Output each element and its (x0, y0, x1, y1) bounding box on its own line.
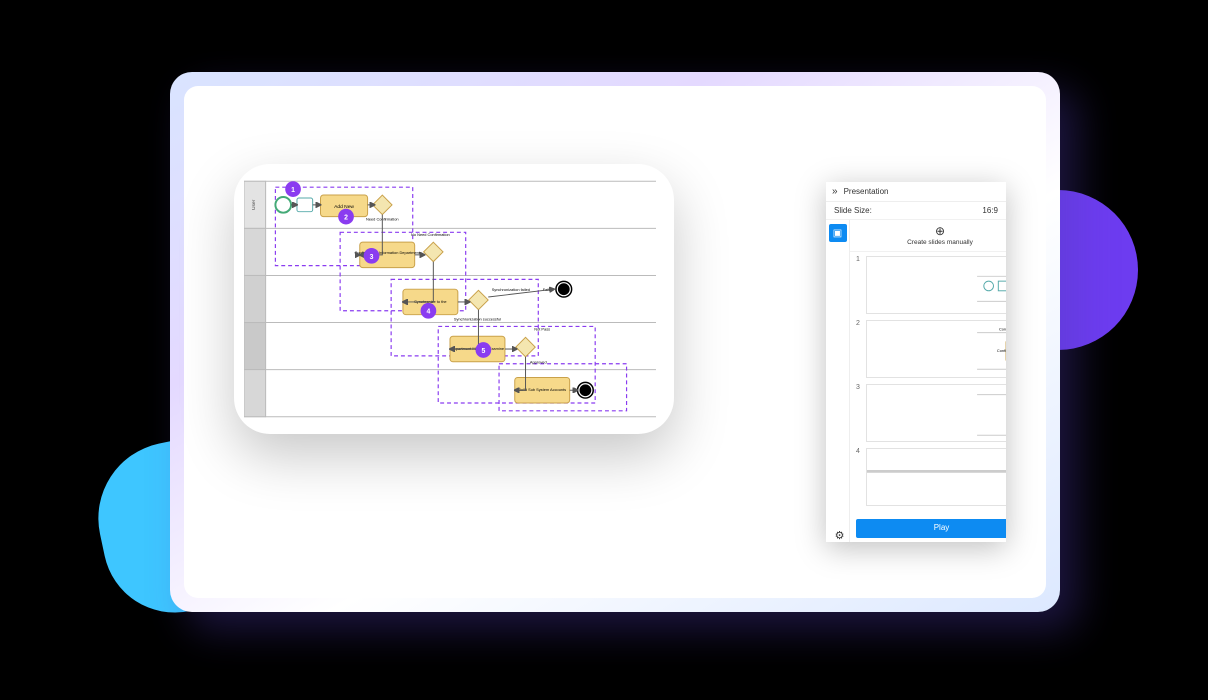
svg-text:1: 1 (291, 187, 295, 194)
svg-text:Synchronization failed: Synchronization failed (492, 287, 530, 292)
app-frame: User (170, 72, 1060, 612)
presentation-mode-icon[interactable]: ▣ (829, 224, 847, 242)
svg-text:Confirmation: Confirmation (999, 328, 1006, 332)
gear-icon[interactable]: ⚙ (835, 529, 845, 542)
slide-size-value[interactable]: 16:9 (982, 206, 998, 215)
plus-circle-icon: ⊕ (850, 224, 1006, 238)
svg-text:2: 2 (344, 215, 348, 222)
panel-header: » Presentation (826, 182, 1006, 202)
svg-text:Confirmed by Information Depar: Confirmed by Information Department (997, 349, 1006, 353)
bpmn-diagram: User (244, 178, 656, 420)
slide-thumbs: 1 Add New Data Need Confirmation (850, 252, 1006, 515)
panel-title: Presentation (844, 187, 889, 196)
diagram-card[interactable]: User (234, 164, 674, 434)
app-canvas: User (184, 86, 1046, 598)
collapse-icon[interactable]: » (832, 186, 838, 197)
svg-text:User: User (251, 199, 257, 210)
slide-size-label: Slide Size: (834, 206, 872, 215)
slide-thumb[interactable]: 2 Confirmation Confirmed by Information … (856, 320, 1006, 378)
slide-size-row: Slide Size: 16:9 (826, 202, 1006, 220)
svg-text:Add New: Add New (334, 204, 354, 210)
svg-text:No Need Confirmation: No Need Confirmation (411, 232, 450, 237)
svg-text:5: 5 (481, 348, 485, 355)
svg-text:Approved: Approved (530, 360, 547, 365)
play-button[interactable]: Play (856, 519, 1006, 538)
slide-thumb[interactable]: 4 (856, 448, 1006, 506)
presentation-panel: » Presentation Slide Size: 16:9 ▣ ⚙ ⊕ (826, 182, 1006, 542)
svg-text:Not Pass: Not Pass (534, 326, 550, 331)
slide-thumb[interactable]: 1 Add New Data Need Confirmation (856, 256, 1006, 314)
slide-thumb[interactable]: 3 Synchronize to the Directory (856, 384, 1006, 442)
svg-text:3: 3 (370, 254, 374, 261)
svg-text:4: 4 (427, 309, 431, 316)
create-manual-button[interactable]: ⊕ Create slides manually (850, 224, 1006, 247)
svg-text:Synchronization successful: Synchronization successful (454, 317, 501, 322)
